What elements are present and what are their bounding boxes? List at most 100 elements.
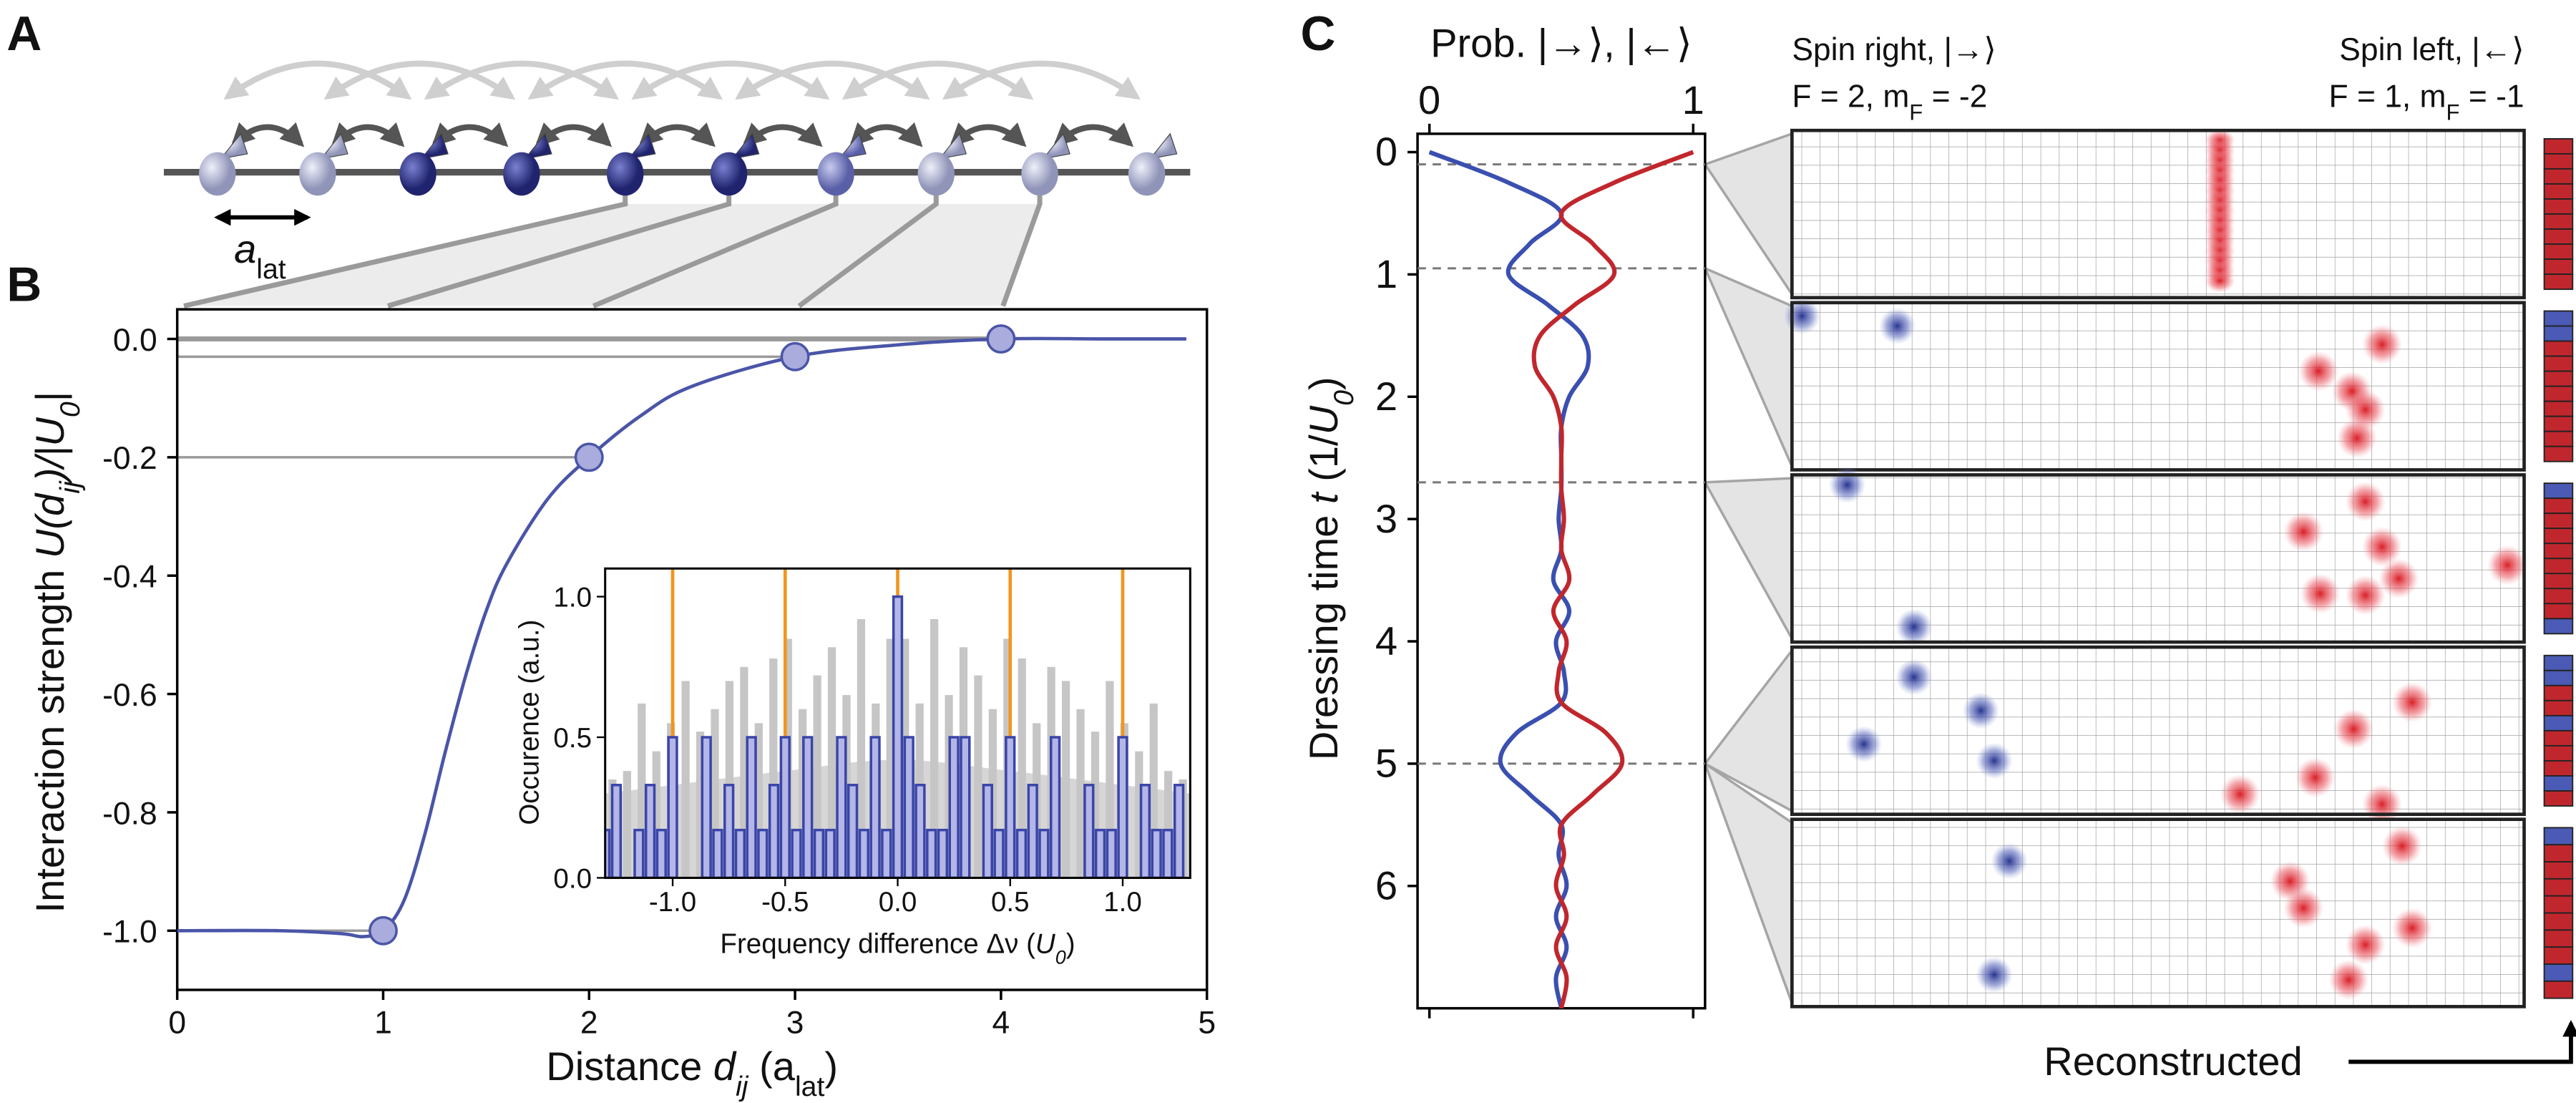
image-header: F = 1, mF = -1 bbox=[2329, 79, 2524, 125]
lattice-label: alat bbox=[234, 226, 286, 285]
y-tick-label: 0.5 bbox=[553, 723, 592, 754]
histogram-bar-grey bbox=[1076, 709, 1085, 878]
histogram-bar-blue bbox=[644, 784, 656, 878]
reconstructed-site bbox=[2543, 370, 2574, 387]
atom-blob bbox=[2328, 959, 2369, 1000]
reconstructed-site bbox=[2543, 400, 2574, 417]
histogram-bar-blue bbox=[802, 736, 814, 878]
atom-blob bbox=[2336, 418, 2377, 459]
atom-blob bbox=[2345, 575, 2386, 616]
atom-blob bbox=[1896, 608, 1933, 646]
text-part: 0 bbox=[1055, 947, 1066, 968]
atom bbox=[710, 152, 748, 196]
atom-blob bbox=[1896, 659, 1933, 696]
atom-blob bbox=[1828, 466, 1866, 504]
reconstructed-site bbox=[2543, 878, 2574, 897]
text-part: F = 1, m bbox=[2329, 79, 2446, 115]
histogram-bar-grey bbox=[827, 647, 836, 878]
y-tick-label: 0.0 bbox=[553, 863, 592, 894]
image-frame bbox=[1790, 817, 2526, 1009]
reconstructed-site bbox=[2543, 258, 2574, 276]
atom-blob bbox=[2345, 924, 2386, 965]
histogram-bar-blue bbox=[655, 828, 667, 878]
histogram-bar-blue bbox=[633, 828, 645, 878]
text-part: ij bbox=[736, 1071, 749, 1102]
atom-blob bbox=[2391, 682, 2433, 723]
image-frame bbox=[1790, 128, 2526, 300]
reconstructed-site bbox=[2543, 137, 2574, 155]
reconstructed-site bbox=[2543, 243, 2574, 261]
spin-arrow bbox=[219, 132, 248, 160]
reconstructed-site bbox=[2543, 198, 2574, 215]
reconstructed-site bbox=[2543, 385, 2574, 402]
histogram-bar-blue bbox=[903, 736, 914, 878]
histogram-bar-blue bbox=[1151, 828, 1162, 878]
x-tick-label: 3 bbox=[786, 1006, 804, 1041]
y-axis-label: Occurence (a.u.) bbox=[514, 620, 545, 825]
inset-plot bbox=[605, 568, 1191, 878]
y-tick-label: 2 bbox=[1375, 374, 1397, 419]
reconstructed-site bbox=[2543, 759, 2574, 777]
histogram-bar-grey bbox=[638, 703, 646, 878]
atom-blob bbox=[1976, 956, 2013, 993]
x-tick-label: 1 bbox=[1682, 77, 1704, 122]
reconstructed-site bbox=[2543, 669, 2574, 686]
plot-frame bbox=[1416, 132, 1707, 1010]
reconstructed-site bbox=[2543, 152, 2574, 170]
histogram-bar-grey bbox=[681, 681, 690, 878]
atom-blob bbox=[2487, 545, 2528, 585]
atom-blob bbox=[1991, 842, 2028, 880]
image-grid bbox=[1792, 130, 2524, 298]
spin-arrow bbox=[627, 132, 656, 160]
y-tick-label: 1.0 bbox=[553, 583, 592, 613]
histogram-bar-blue bbox=[1117, 736, 1128, 878]
histogram-bar-blue bbox=[892, 595, 904, 878]
atom bbox=[1021, 152, 1058, 196]
y-tick-label: -0.2 bbox=[102, 441, 157, 476]
histogram-bar-blue bbox=[1005, 736, 1016, 878]
histogram-bar-blue bbox=[960, 736, 971, 878]
text-part: F bbox=[1909, 99, 1923, 125]
text-part: = -2 bbox=[1923, 79, 1987, 115]
histogram-bar-grey bbox=[754, 723, 763, 878]
text-part: ) bbox=[1066, 929, 1075, 960]
neighbor-arc bbox=[331, 122, 405, 147]
atom-blob bbox=[2295, 757, 2336, 798]
y-axis-label: Interaction strength U(dij)/|U0| bbox=[27, 392, 86, 913]
x-tick-label: 1.0 bbox=[1103, 887, 1142, 918]
histogram-bar-blue bbox=[1139, 784, 1151, 878]
image-frame bbox=[1790, 301, 2526, 472]
text-part: ) bbox=[824, 1044, 838, 1089]
atom-image bbox=[1783, 297, 2403, 459]
y-axis-label: Dressing time t (1/U0) bbox=[1301, 376, 1360, 760]
histogram-bar-blue bbox=[746, 736, 757, 878]
x-tick-label: 0.5 bbox=[991, 887, 1030, 918]
spin-arrow bbox=[731, 132, 760, 160]
y-tick-label: 5 bbox=[1375, 741, 1397, 786]
text-part: d bbox=[713, 1044, 737, 1089]
spin-arrow bbox=[524, 132, 552, 160]
reconstructed-site bbox=[2543, 946, 2574, 965]
reconstructed-site bbox=[2543, 497, 2574, 515]
histogram-bar-blue bbox=[712, 828, 723, 878]
atom-image bbox=[1976, 826, 2433, 1000]
histogram-bar-grey bbox=[696, 732, 705, 878]
text-part: 0 bbox=[1328, 390, 1360, 406]
x-tick-label: 5 bbox=[1198, 1006, 1216, 1041]
histogram-bar-grey bbox=[813, 675, 821, 878]
atom-blob bbox=[2205, 269, 2235, 293]
histogram-bar-blue bbox=[1162, 828, 1174, 878]
data-point bbox=[780, 341, 810, 371]
reconstructed-site bbox=[2543, 912, 2574, 931]
spin-arrow bbox=[320, 132, 348, 160]
histogram-bar-blue bbox=[1038, 828, 1050, 878]
histogram-bar-grey bbox=[1061, 681, 1070, 878]
probability-curve bbox=[1531, 150, 1694, 1009]
reconstructed-site bbox=[2543, 355, 2574, 372]
histogram-bar-blue bbox=[701, 736, 712, 878]
histogram-bar-blue bbox=[926, 828, 937, 878]
reconstructed-site bbox=[2543, 543, 2574, 560]
reconstructed-site bbox=[2543, 573, 2574, 590]
